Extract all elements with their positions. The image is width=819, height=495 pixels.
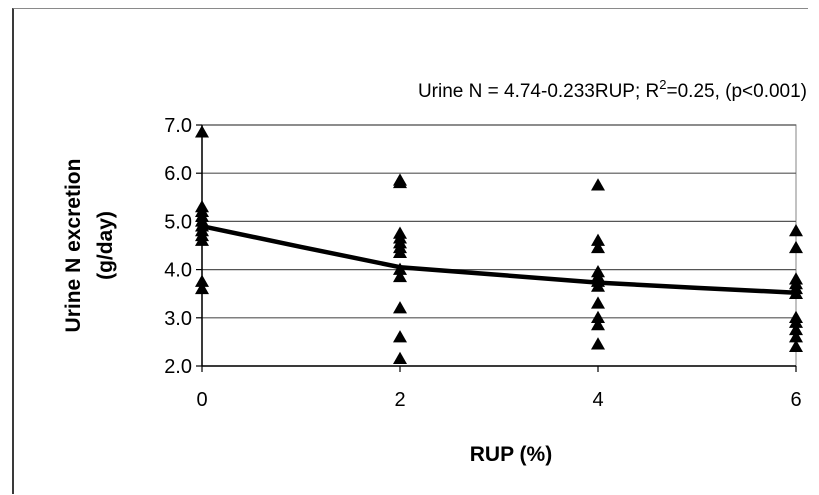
x-tick-label: 4 — [592, 389, 603, 411]
data-point-triangle — [591, 240, 605, 254]
data-point-triangle — [591, 310, 605, 324]
y-tick-label: 7.0 — [164, 115, 192, 137]
data-point-triangle — [393, 245, 407, 258]
data-point-triangle — [393, 269, 407, 283]
data-point-triangle — [195, 233, 209, 246]
data-point-triangle — [789, 224, 803, 237]
data-point-triangle — [789, 322, 803, 336]
data-point-triangle — [195, 274, 209, 287]
data-point-triangle — [591, 233, 605, 246]
y-tick-label: 3.0 — [164, 308, 192, 330]
data-point-triangle — [393, 351, 407, 365]
y-axis-title-line-1: Urine N excretion — [62, 159, 85, 333]
data-point-triangle — [789, 339, 803, 352]
data-point-triangle — [789, 330, 803, 343]
data-point-triangle — [195, 125, 209, 138]
x-axis-ticks: 0 2 4 6 — [196, 366, 802, 411]
data-point-triangle — [789, 240, 803, 254]
scatter-chart: Urine N = 4.74-0.233RUP; R2=0.25, (p<0.0… — [62, 77, 807, 466]
x-tick-label: 2 — [394, 389, 405, 411]
y-tick-label: 5.0 — [164, 211, 192, 233]
data-point-triangle — [393, 175, 407, 189]
data-point-triangle — [789, 315, 803, 328]
data-point-triangle — [393, 330, 407, 343]
x-tick-label: 0 — [196, 389, 207, 411]
x-tick-label: 6 — [790, 389, 801, 411]
data-point-triangle — [591, 178, 605, 191]
fitted-line — [199, 223, 799, 295]
y-axis-ticks: 2.0 3.0 4.0 5.0 6.0 7.0 — [164, 115, 202, 378]
y-tick-label: 2.0 — [164, 356, 192, 378]
gridlines — [202, 124, 796, 319]
data-point-triangle — [591, 279, 605, 292]
chart-frame: Urine N = 4.74-0.233RUP; R2=0.25, (p<0.0… — [12, 8, 808, 494]
y-tick-label: 6.0 — [164, 163, 192, 185]
data-point-triangle — [591, 337, 605, 350]
data-point-triangle — [591, 296, 605, 309]
regression-equation-annotation: Urine N = 4.74-0.233RUP; R2=0.25, (p<0.0… — [418, 77, 807, 102]
data-point-triangle — [195, 281, 209, 295]
y-tick-label: 4.0 — [164, 260, 192, 282]
y-axis-title-line-2: (g/day) — [94, 211, 117, 280]
data-point-triangle — [393, 301, 407, 314]
data-point-triangle — [591, 318, 605, 331]
x-axis-title: RUP (%) — [470, 443, 552, 466]
